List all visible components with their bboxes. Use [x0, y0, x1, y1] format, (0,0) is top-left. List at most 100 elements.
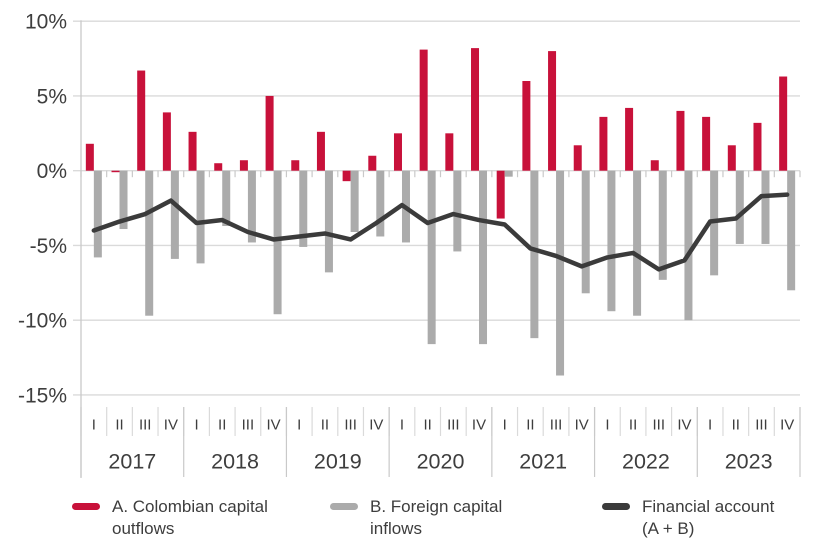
- outflow-bar: [162, 112, 171, 171]
- quarter-label: II: [526, 416, 534, 433]
- quarter-label: IV: [780, 416, 794, 433]
- quarter-label: IV: [266, 416, 280, 433]
- outflow-bar: [368, 155, 377, 171]
- legend-item-foreign-inflows: B. Foreign capital inflows: [330, 496, 502, 540]
- inflow-bar: [119, 170, 128, 230]
- quarter-label: IV: [677, 416, 691, 433]
- y-tick-label: 5%: [37, 85, 67, 108]
- outflow-bar: [522, 81, 531, 171]
- outflow-bar: [702, 116, 711, 171]
- quarter-label: I: [708, 416, 712, 433]
- outflow-bar: [85, 143, 94, 171]
- y-tick-label: -5%: [30, 235, 67, 258]
- quarter-label: III: [242, 416, 255, 433]
- quarter-label: I: [92, 416, 96, 433]
- quarter-label: I: [400, 416, 404, 433]
- inflow-bar: [350, 170, 359, 232]
- inflow-bar: [170, 170, 179, 259]
- legend-label-line1: Financial account: [642, 497, 775, 516]
- inflow-bar: [504, 170, 513, 177]
- inflow-bar: [633, 170, 642, 316]
- chart-plot-area: 10%5%0%-5%-10%-15%I II III IV I II III IV I II III…: [18, 11, 801, 478]
- legend-swatch-financial-account: [602, 503, 630, 510]
- outflow-bar: [316, 131, 325, 171]
- year-label: 2021: [519, 450, 567, 474]
- year-labels: 2017 2018 2019 2020 2021 2022 2023: [108, 450, 772, 474]
- inflow-bar: [530, 170, 539, 339]
- inflow-bar: [581, 170, 590, 294]
- year-label: 2017: [108, 450, 156, 474]
- inflow-bar: [453, 170, 462, 252]
- legend-label-financial-account: Financial account (A + B): [642, 496, 774, 540]
- outflow-bar: [214, 163, 223, 171]
- year-label: 2022: [622, 450, 670, 474]
- inflow-bar: [145, 170, 154, 316]
- outflow-bar: [727, 145, 736, 171]
- y-tick-label: -10%: [18, 310, 67, 333]
- legend-label-line1: B. Foreign capital: [370, 497, 503, 516]
- quarter-label: III: [755, 416, 768, 433]
- y-axis-labels: 10% 5% 0% -5% -10% -15%: [18, 11, 67, 408]
- y-tick-label: -15%: [18, 384, 67, 407]
- quarter-label: IV: [164, 416, 178, 433]
- quarter-label: III: [653, 416, 666, 433]
- inflow-bar: [324, 170, 333, 273]
- inflow-bar: [299, 170, 308, 247]
- quarter-label: I: [503, 416, 507, 433]
- outflow-bar: [393, 133, 402, 171]
- y-tick-label: 10%: [25, 11, 67, 34]
- quarter-label: II: [115, 416, 123, 433]
- quarter-labels: I II III IV I II III IV I II III IV I II III IV I II III IV…: [92, 416, 795, 433]
- outflow-bar: [291, 160, 300, 171]
- inflow-bar: [556, 170, 565, 376]
- outflow-bar: [342, 170, 351, 182]
- quarter-label: I: [297, 416, 301, 433]
- quarter-label: III: [550, 416, 563, 433]
- financial-account-line: [91, 192, 790, 272]
- quarter-label: III: [447, 416, 460, 433]
- quarter-label: II: [321, 416, 329, 433]
- outflow-bar: [471, 48, 480, 171]
- legend-label-line2: inflows: [370, 519, 422, 538]
- inflow-bar: [273, 170, 282, 315]
- quarter-label: IV: [575, 416, 589, 433]
- inflow-bar: [658, 170, 667, 280]
- outflow-bar: [445, 133, 454, 171]
- legend-swatch-foreign-inflows: [330, 503, 358, 510]
- legend-swatch-colombian-outflows: [72, 503, 100, 510]
- legend-label-line2: (A + B): [642, 519, 695, 538]
- inflow-bar: [222, 170, 231, 227]
- inflow-bar: [607, 170, 616, 312]
- inflow-bar: [93, 170, 102, 258]
- bars-outflow-bar: [85, 48, 788, 219]
- quarter-label: IV: [472, 416, 486, 433]
- outflow-bar: [239, 160, 248, 171]
- year-label: 2019: [314, 450, 362, 474]
- inflow-bar: [479, 170, 488, 345]
- outflow-bar: [419, 49, 428, 171]
- inflow-bar: [787, 170, 796, 291]
- inflow-bar: [196, 170, 205, 264]
- inflow-bar: [427, 170, 436, 345]
- legend-item-financial-account: Financial account (A + B): [602, 496, 774, 540]
- outflow-bar: [265, 95, 274, 171]
- quarter-label: II: [732, 416, 740, 433]
- quarter-label: II: [423, 416, 431, 433]
- quarter-label: I: [194, 416, 198, 433]
- inflow-bar: [735, 170, 744, 244]
- year-label: 2018: [211, 450, 259, 474]
- y-tick-label: 0%: [37, 160, 67, 183]
- inflow-bar: [376, 170, 385, 237]
- inflow-bar: [761, 170, 770, 244]
- chart-legend: A. Colombian capital outflows B. Foreign…: [0, 496, 824, 552]
- legend-item-colombian-outflows: A. Colombian capital outflows: [72, 496, 268, 540]
- quarter-label: II: [218, 416, 226, 433]
- outflow-bar: [676, 110, 685, 171]
- outflow-bar: [779, 76, 788, 171]
- outflow-bar: [650, 160, 659, 171]
- quarter-label: I: [605, 416, 609, 433]
- legend-label-line1: A. Colombian capital: [112, 497, 268, 516]
- quarter-ticks: [80, 170, 801, 477]
- quarter-label: III: [344, 416, 357, 433]
